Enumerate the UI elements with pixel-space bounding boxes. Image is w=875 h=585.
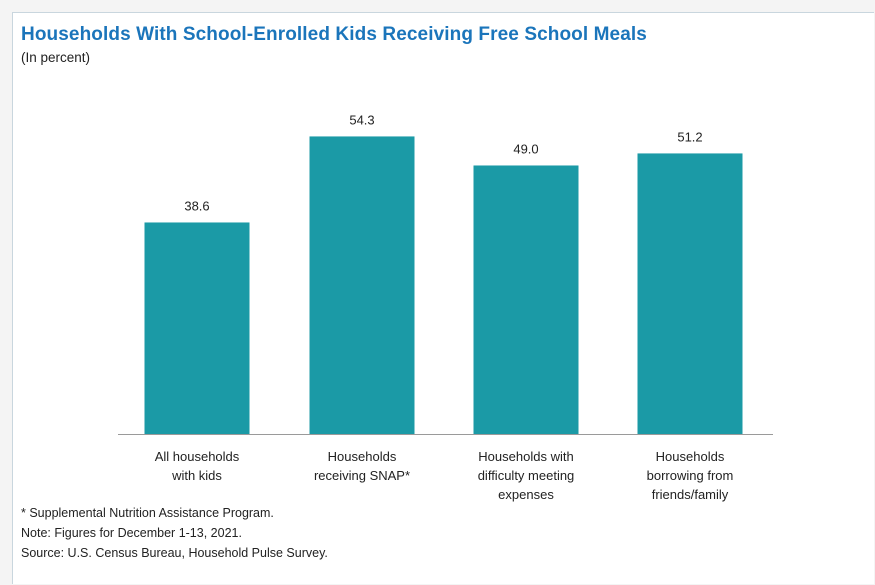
value-label-1: 38.6 <box>184 198 209 213</box>
value-label-3: 49.0 <box>513 141 538 156</box>
value-label-2: 54.3 <box>349 112 374 127</box>
bars-group <box>145 136 743 434</box>
category-labels-group: All households with kids Households receivi… <box>155 449 734 502</box>
category-label-3: Households with difficulty meeting expense… <box>478 449 575 502</box>
value-labels-group: 38.6 54.3 49.0 51.2 <box>184 112 702 213</box>
footnote: * Supplemental Nutrition Assistance Prog… <box>21 503 328 523</box>
bar-2 <box>310 136 415 434</box>
source: Source: U.S. Census Bureau, Household Pu… <box>21 543 328 563</box>
bar-4 <box>638 153 743 434</box>
bar-3 <box>474 165 579 434</box>
bar-1 <box>145 222 250 434</box>
category-label-1: All households with kids <box>155 449 240 483</box>
chart-notes: * Supplemental Nutrition Assistance Prog… <box>21 503 328 563</box>
note: Note: Figures for December 1-13, 2021. <box>21 523 328 543</box>
value-label-4: 51.2 <box>677 129 702 144</box>
category-label-4: Households borrowing from friends/family <box>647 449 734 502</box>
category-label-2: Households receiving SNAP* <box>314 449 410 483</box>
